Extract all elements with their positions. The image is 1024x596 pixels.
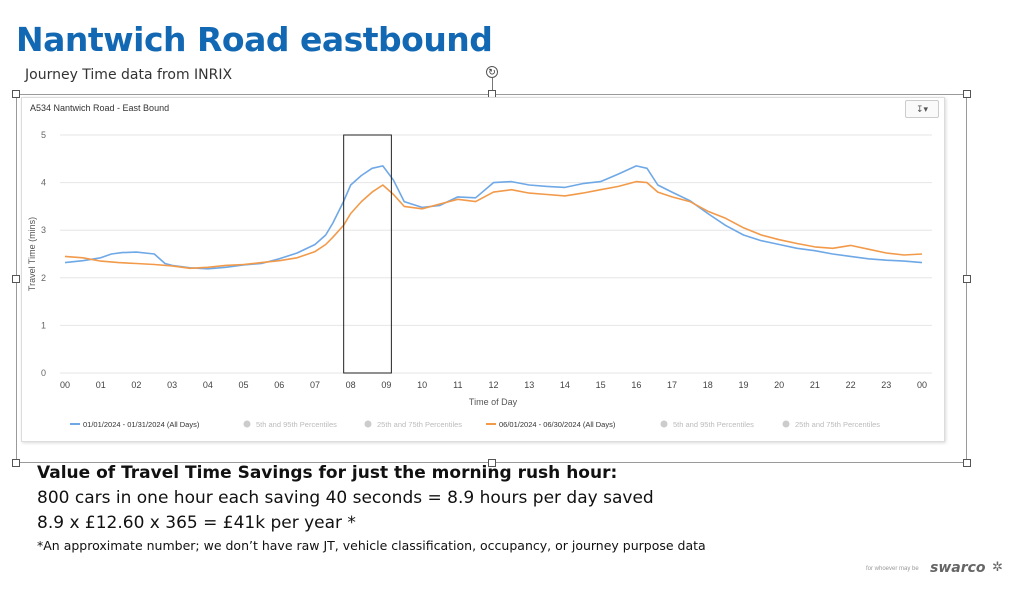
y-tick-label: 0 [41,368,46,378]
x-tick-label: 03 [167,380,177,390]
x-tick-label: 18 [703,380,713,390]
resize-handle-middle-left[interactable] [12,275,20,283]
savings-footnote: *An approximate number; we don’t have ra… [37,538,706,553]
resize-handle-top-left[interactable] [12,90,20,98]
legend-item-label: 25th and 75th Percentiles [795,420,880,429]
slide-subtitle: Journey Time data from INRIX [25,67,233,83]
x-tick-label: 01 [96,380,106,390]
y-axis-title: Travel Time (mins) [27,217,37,291]
x-tick-label: 15 [596,380,606,390]
brand-mark-icon: ✲ [992,559,1003,574]
chart-panel [21,97,945,442]
morning-peak-highlight-box [343,134,392,374]
x-tick-label: 07 [310,380,320,390]
savings-calc-line-1: 800 cars in one hour each saving 40 seco… [37,488,654,508]
x-tick-label: 19 [738,380,748,390]
export-button[interactable]: ↧▾ [905,100,939,118]
x-tick-label: 23 [881,380,891,390]
y-tick-label: 5 [41,130,46,140]
x-tick-label: 02 [131,380,141,390]
savings-heading: Value of Travel Time Savings for just th… [37,463,618,483]
x-tick-label: 12 [488,380,498,390]
x-tick-label: 05 [239,380,249,390]
x-tick-label: 00 [917,380,927,390]
brand-logo: swarco [930,560,986,576]
resize-handle-top-right[interactable] [963,90,971,98]
legend-item-label: 06/01/2024 - 06/30/2024 (All Days) [499,420,616,429]
x-axis-title: Time of Day [469,397,518,407]
savings-calc-line-2: 8.9 x £12.60 x 365 = £41k per year * [37,513,356,533]
brand-tagline: for whoever may be [866,566,919,572]
x-tick-label: 21 [810,380,820,390]
x-tick-label: 17 [667,380,677,390]
series-line-2 [64,180,923,270]
x-tick-label: 22 [846,380,856,390]
resize-handle-middle-right[interactable] [963,275,971,283]
series-line-1 [64,165,923,270]
legend-marker-dot [782,420,790,428]
rotate-stem [492,78,493,94]
y-tick-label: 1 [41,320,46,330]
download-icon: ↧▾ [915,104,929,114]
x-tick-label: 14 [560,380,570,390]
resize-handle-bottom-left[interactable] [12,459,20,467]
x-tick-label: 00 [60,380,70,390]
chart-panel-title: A534 Nantwich Road - East Bound [30,103,170,113]
resize-handle-bottom-center[interactable] [488,459,496,467]
x-tick-label: 09 [381,380,391,390]
x-tick-label: 08 [346,380,356,390]
resize-handle-bottom-right[interactable] [963,459,971,467]
legend-item-label: 25th and 75th Percentiles [377,420,462,429]
rotate-handle-icon[interactable]: ↻ [486,66,498,78]
x-tick-label: 13 [524,380,534,390]
x-tick-label: 20 [774,380,784,390]
x-tick-label: 10 [417,380,427,390]
x-tick-label: 11 [453,380,462,390]
slide-title: Nantwich Road eastbound [16,20,493,59]
y-tick-label: 2 [41,273,46,283]
y-tick-label: 3 [41,225,46,235]
x-tick-label: 16 [631,380,641,390]
x-tick-label: 06 [274,380,284,390]
legend-item-label: 5th and 95th Percentiles [256,420,337,429]
legend-item-label: 5th and 95th Percentiles [673,420,754,429]
legend-marker-dot [660,420,668,428]
legend-marker-dot [364,420,372,428]
y-tick-label: 4 [41,178,46,188]
legend-marker-dot [243,420,251,428]
x-tick-label: 04 [203,380,213,390]
legend-item-label: 01/01/2024 - 01/31/2024 (All Days) [83,420,200,429]
